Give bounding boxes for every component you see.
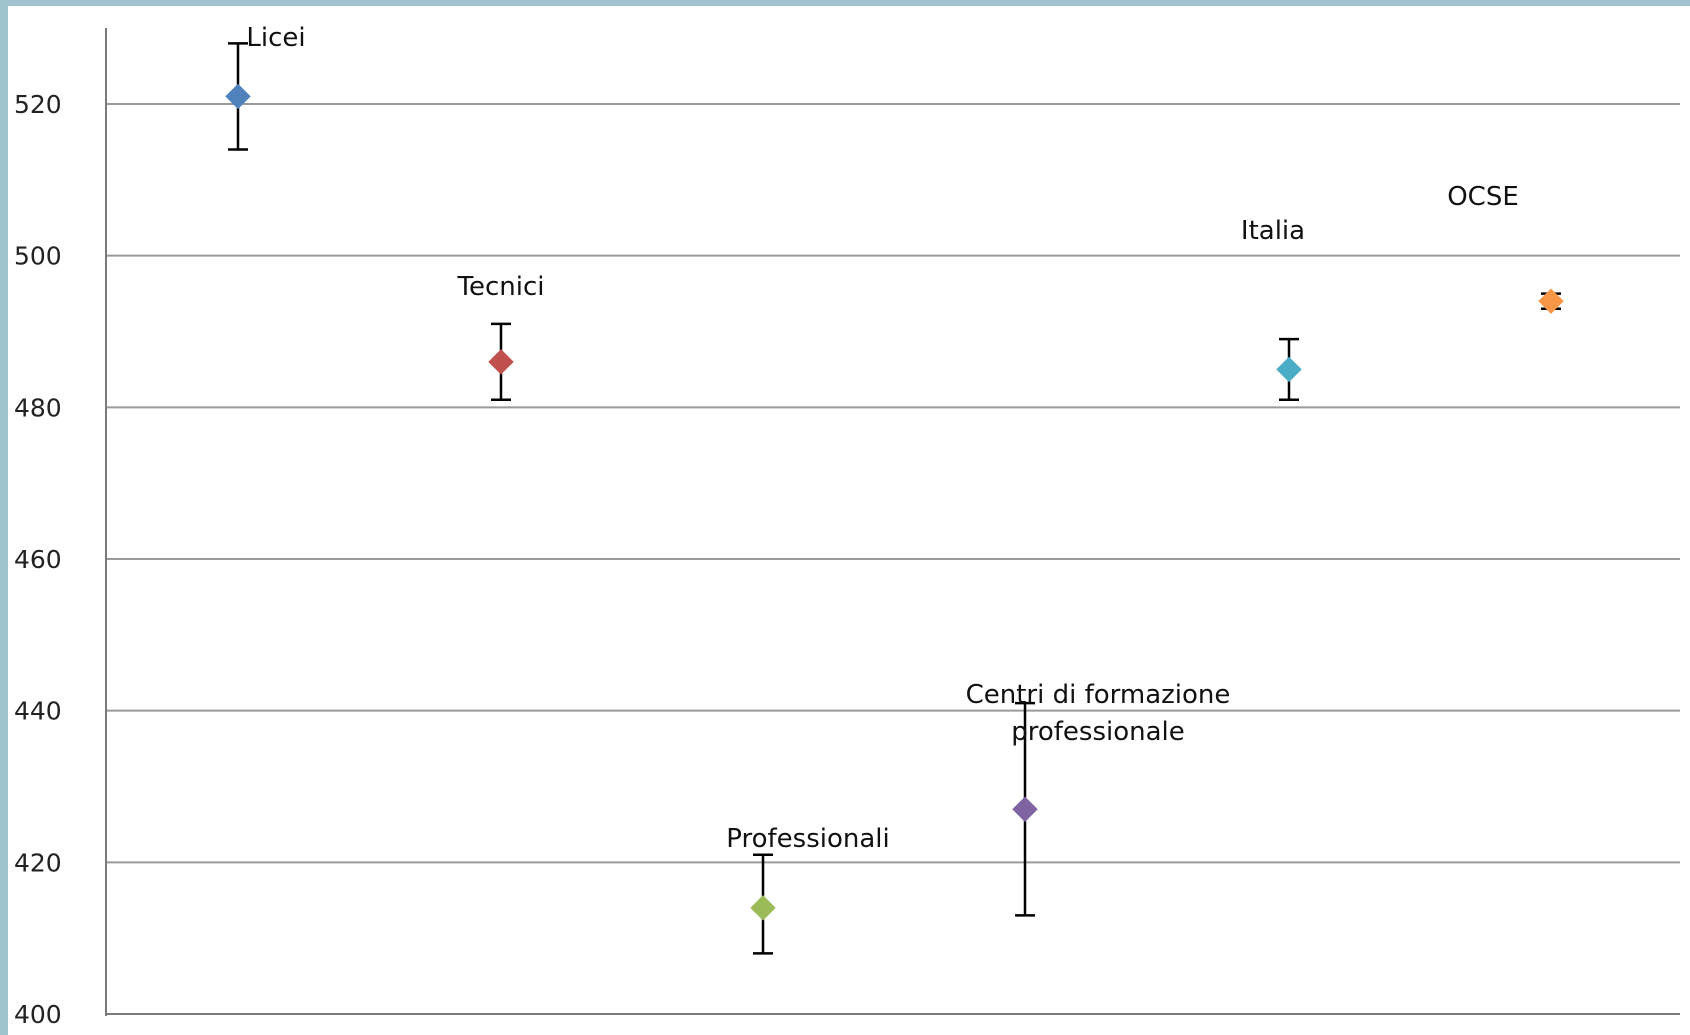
- point-licei: [225, 83, 251, 110]
- point-label-centri-di-formazione-professionale: Centri di formazione professionale: [966, 680, 1231, 747]
- point-professionali: [750, 895, 776, 921]
- point-label-ocse: OCSE: [1447, 182, 1519, 212]
- point-tecnici: [488, 349, 514, 375]
- point-label-tecnici: Tecnici: [457, 272, 545, 302]
- y-tick-label-500: 500: [14, 242, 62, 271]
- y-tick-label-520: 520: [14, 90, 62, 119]
- point-label-professionali: Professionali: [726, 824, 889, 854]
- y-tick-label-440: 440: [14, 697, 62, 726]
- y-tick-label-480: 480: [14, 393, 62, 422]
- point-label-italia: Italia: [1241, 216, 1305, 246]
- point-centri-di-formazione-professionale: [1012, 796, 1038, 822]
- scatter-chart: 400 420 440 460 480 500 520 Licei Tecnici Profess…: [14, 23, 1680, 1029]
- chart-frame: 400 420 440 460 480 500 520 Licei Tecnici Profess…: [8, 6, 1690, 1035]
- point-label-licei: Licei: [246, 23, 305, 53]
- point-ocse: [1538, 288, 1564, 314]
- point-italia: [1276, 356, 1302, 383]
- y-tick-label-460: 460: [14, 545, 62, 574]
- y-tick-label-420: 420: [14, 848, 62, 877]
- y-tick-label-400: 400: [14, 1000, 62, 1029]
